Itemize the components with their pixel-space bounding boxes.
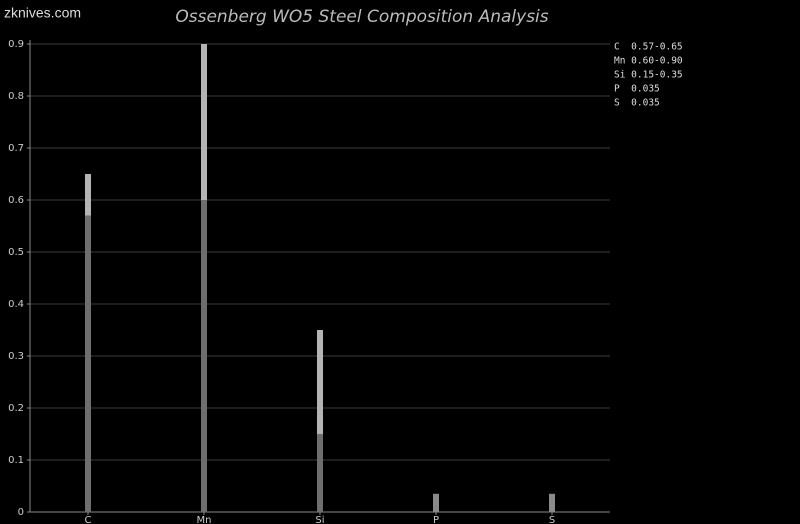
bar-range (317, 330, 323, 434)
x-tick-label: P (433, 515, 439, 524)
bar-low (85, 215, 91, 512)
legend-entry: Si 0.15-0.35 (614, 70, 683, 81)
y-tick-label: 0.8 (8, 91, 24, 102)
y-tick-label: 0.5 (8, 247, 24, 258)
y-tick-label: 0.6 (8, 195, 24, 206)
y-tick-label: 0.9 (8, 39, 24, 50)
legend-entry: P 0.035 (614, 84, 660, 95)
y-tick-label: 0.1 (8, 455, 24, 466)
bar-low (201, 200, 207, 512)
legend-entry: C 0.57-0.65 (614, 42, 683, 53)
chart-title: Ossenberg WO5 Steel Composition Analysis (175, 7, 548, 27)
bar-low (317, 434, 323, 512)
bar-range (201, 44, 207, 200)
bar (433, 493, 439, 512)
y-tick-label: 0 (18, 507, 24, 518)
legend-entry: S 0.035 (614, 98, 660, 109)
y-tick-label: 0.2 (8, 403, 24, 414)
bar (549, 493, 555, 512)
watermark: zknives.com (4, 5, 81, 21)
y-tick-label: 0.4 (8, 299, 24, 310)
bar-range (85, 174, 91, 216)
x-tick-label: Mn (197, 515, 212, 524)
y-tick-label: 0.7 (8, 143, 24, 154)
legend-entry: Mn 0.60-0.90 (614, 56, 683, 67)
y-tick-label: 0.3 (8, 351, 24, 362)
x-tick-label: S (549, 515, 555, 524)
x-tick-label: Si (315, 515, 324, 524)
x-tick-label: C (85, 515, 92, 524)
